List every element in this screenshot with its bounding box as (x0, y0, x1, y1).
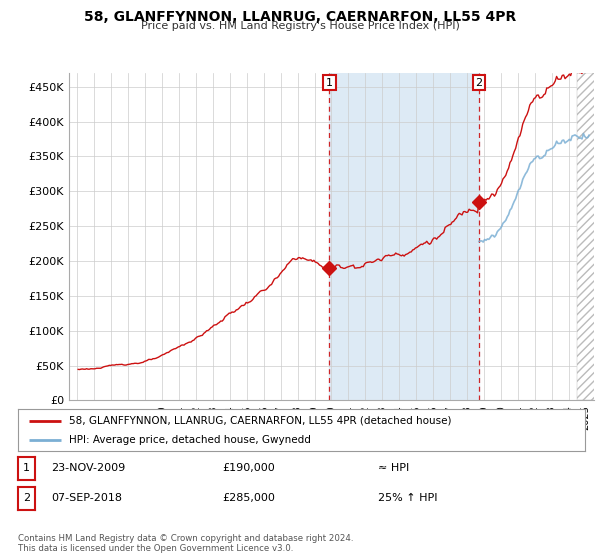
Text: 58, GLANFFYNNON, LLANRUG, CAERNARFON, LL55 4PR (detached house): 58, GLANFFYNNON, LLANRUG, CAERNARFON, LL… (69, 416, 452, 426)
Bar (329, 73, 479, 400)
Bar (577, 73, 600, 400)
Text: 2: 2 (475, 78, 482, 88)
Bar (577, 73, 600, 400)
Text: HPI: Average price, detached house, Gwynedd: HPI: Average price, detached house, Gwyn… (69, 435, 311, 445)
Text: 1: 1 (23, 464, 30, 474)
Text: 2: 2 (23, 493, 30, 503)
Text: 1: 1 (326, 78, 333, 88)
Text: Price paid vs. HM Land Registry's House Price Index (HPI): Price paid vs. HM Land Registry's House … (140, 21, 460, 31)
Text: This data is licensed under the Open Government Licence v3.0.: This data is licensed under the Open Gov… (18, 544, 293, 553)
Text: 23-NOV-2009: 23-NOV-2009 (51, 464, 125, 474)
Text: 25% ↑ HPI: 25% ↑ HPI (378, 493, 437, 503)
Text: 07-SEP-2018: 07-SEP-2018 (51, 493, 122, 503)
Text: ≈ HPI: ≈ HPI (378, 464, 409, 474)
Text: 58, GLANFFYNNON, LLANRUG, CAERNARFON, LL55 4PR: 58, GLANFFYNNON, LLANRUG, CAERNARFON, LL… (84, 10, 516, 24)
Text: Contains HM Land Registry data © Crown copyright and database right 2024.: Contains HM Land Registry data © Crown c… (18, 534, 353, 543)
Text: £190,000: £190,000 (222, 464, 275, 474)
Text: £285,000: £285,000 (222, 493, 275, 503)
